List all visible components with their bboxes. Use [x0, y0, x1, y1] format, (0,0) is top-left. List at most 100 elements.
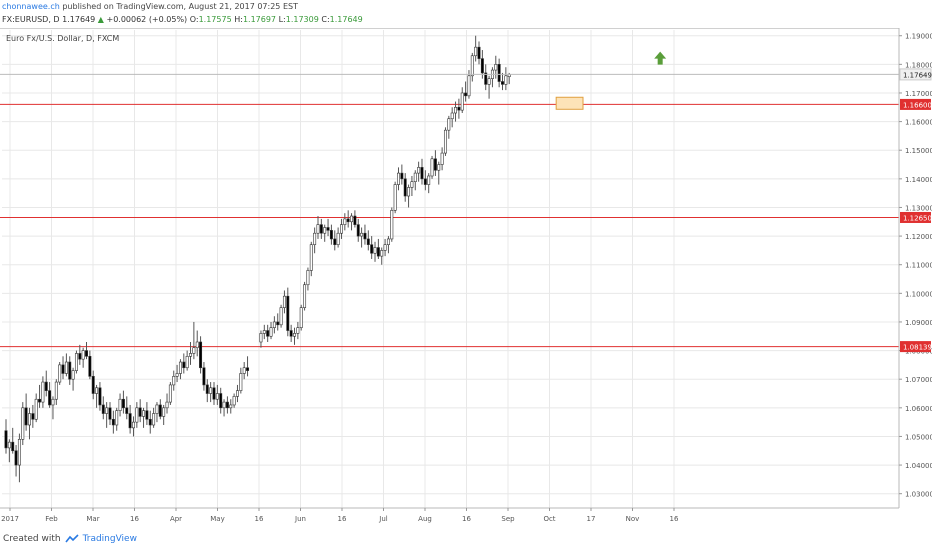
candle-body — [303, 284, 307, 308]
candle-body — [51, 398, 55, 406]
price-tick-label: 1.13000 — [905, 204, 932, 212]
candle — [128, 404, 132, 434]
candle-body — [232, 396, 236, 406]
candle — [212, 382, 216, 405]
candle-body — [162, 407, 166, 417]
price-tick-label: 1.03000 — [905, 491, 932, 499]
candle-body — [21, 407, 25, 440]
candle-body — [447, 118, 451, 131]
candle — [400, 164, 404, 185]
candle-body — [178, 361, 182, 374]
candle-body — [199, 341, 203, 369]
candle — [363, 224, 367, 245]
candle-body — [236, 390, 239, 397]
candle-body — [370, 244, 374, 254]
candle — [21, 402, 25, 446]
candle-body — [98, 387, 102, 406]
candle-body — [356, 224, 360, 237]
candle — [279, 304, 283, 328]
candle-body — [296, 327, 300, 334]
candle-body — [484, 72, 488, 85]
candle — [4, 419, 8, 454]
candle-body — [172, 376, 176, 386]
level-price-badge — [900, 211, 931, 223]
candle — [24, 393, 28, 431]
candle — [115, 407, 119, 431]
candle — [17, 433, 21, 483]
candle-body — [192, 347, 196, 354]
candle — [229, 399, 233, 414]
candle-body — [148, 418, 152, 426]
candle-body — [501, 81, 504, 85]
candle — [299, 304, 303, 331]
candle — [497, 58, 501, 88]
candle — [225, 396, 229, 414]
time-tick-label: Jun — [294, 515, 306, 523]
candle-body — [286, 295, 290, 331]
candle — [343, 213, 347, 231]
candle-body — [185, 355, 189, 369]
candle — [504, 67, 508, 91]
last-price-label: 1.17649 — [903, 71, 932, 79]
candle — [346, 210, 350, 228]
high-label: H: — [234, 15, 243, 24]
candle — [477, 41, 481, 65]
candle-body — [121, 398, 125, 409]
candle-body — [168, 384, 172, 403]
candle-body — [54, 381, 58, 400]
candle-body — [276, 321, 280, 326]
candle — [329, 224, 333, 245]
candle-body — [11, 441, 15, 452]
candle-body — [91, 376, 95, 394]
candle-body — [390, 210, 394, 240]
candle — [437, 161, 441, 185]
candle — [51, 396, 55, 420]
candle-body — [477, 46, 481, 59]
created-with-text: Created with — [3, 534, 61, 544]
candle — [85, 341, 88, 360]
candle — [484, 64, 488, 91]
candle — [420, 158, 424, 185]
candle — [427, 173, 431, 194]
candle-body — [467, 75, 471, 97]
tradingview-brand[interactable]: TradingView — [82, 534, 137, 544]
candle-body — [326, 227, 330, 231]
candle-body — [397, 172, 400, 185]
candle — [494, 55, 498, 79]
candle-body — [222, 401, 226, 409]
candle-body — [41, 381, 45, 403]
price-tick-label: 1.10000 — [905, 290, 932, 298]
candle — [413, 170, 417, 191]
candle — [407, 184, 411, 208]
candle-body — [165, 401, 169, 409]
time-tick-label: Mar — [86, 515, 99, 523]
candle-body — [363, 232, 367, 240]
candle-body — [111, 418, 115, 426]
level-price-label: 1.12650 — [903, 214, 932, 222]
candle — [373, 241, 377, 262]
candle-body — [420, 167, 424, 180]
time-tick-label: Aug — [418, 515, 432, 523]
candle — [309, 241, 313, 277]
candle — [38, 384, 42, 408]
candle-body — [101, 404, 105, 414]
candle-body — [366, 238, 370, 245]
candle-body — [108, 407, 112, 420]
candle-body — [433, 158, 437, 171]
candle — [282, 290, 286, 314]
candle-body — [497, 64, 501, 82]
candle — [98, 382, 102, 411]
price-tick-label: 1.09000 — [905, 319, 932, 327]
candle-body — [175, 373, 179, 377]
candle — [423, 170, 427, 191]
candle — [353, 210, 357, 228]
price-chart[interactable]: 1.030001.040001.050001.060001.070001.080… — [0, 28, 932, 524]
candle — [7, 439, 11, 463]
candle-body — [400, 172, 404, 180]
candle-body — [386, 238, 390, 245]
candle-body — [145, 410, 149, 420]
candle — [88, 350, 92, 380]
candle — [356, 218, 360, 242]
author-link[interactable]: chonnawee.ch — [2, 2, 60, 11]
candle — [44, 370, 48, 397]
